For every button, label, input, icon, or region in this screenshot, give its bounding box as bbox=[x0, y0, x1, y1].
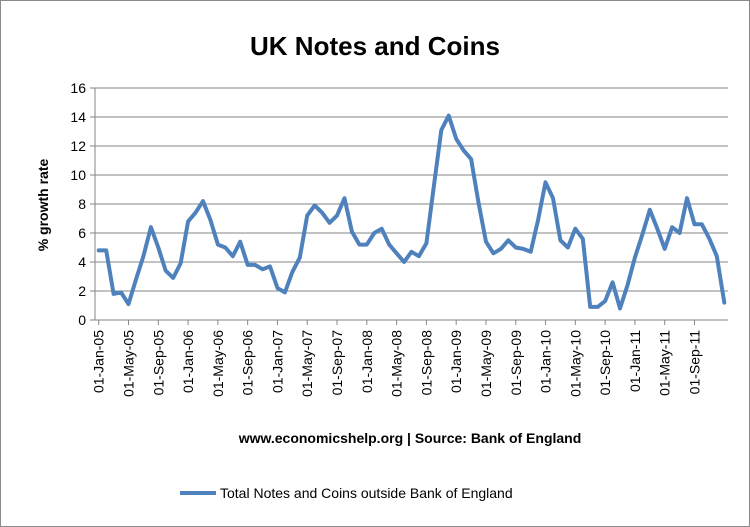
x-tick-label: 01-Jan-07 bbox=[269, 330, 285, 393]
legend: Total Notes and Coins outside Bank of En… bbox=[180, 485, 513, 501]
y-axis-label: % growth rate bbox=[35, 159, 51, 252]
x-tick-label: 01-Jan-11 bbox=[627, 330, 643, 392]
y-tick-label: 2 bbox=[78, 283, 86, 299]
y-tick-labels: 0 2 4 6 8 10 12 14 16 bbox=[70, 80, 86, 328]
gridlines bbox=[95, 87, 728, 292]
x-tick-label: 01-Sep-06 bbox=[240, 330, 256, 396]
y-tick-label: 16 bbox=[70, 80, 86, 96]
x-tick-label: 01-Sep-07 bbox=[329, 330, 345, 396]
y-tick-label: 10 bbox=[70, 167, 86, 183]
x-tick-label: 01-Sep-05 bbox=[150, 330, 166, 396]
y-tick-label: 6 bbox=[78, 225, 86, 241]
x-tick-label: 01-Sep-11 bbox=[686, 330, 702, 395]
series-line bbox=[96, 113, 727, 311]
chart-title: UK Notes and Coins bbox=[250, 31, 500, 61]
y-tick-label: 4 bbox=[78, 254, 86, 270]
x-tick-label: 01-May-11 bbox=[657, 330, 673, 396]
x-tick-label: 01-May-10 bbox=[567, 330, 583, 397]
x-tick-label: 01-Sep-09 bbox=[508, 330, 524, 396]
x-axis-label: www.economicshelp.org | Source: Bank of … bbox=[238, 430, 582, 446]
y-tick-label: 12 bbox=[70, 138, 86, 154]
x-tick-label: 01-May-09 bbox=[478, 330, 494, 397]
y-tick-label: 14 bbox=[70, 109, 86, 125]
x-tick-label: 01-Jan-10 bbox=[538, 330, 554, 393]
x-tick-label: 01-Jan-08 bbox=[359, 330, 375, 393]
x-tick-label: 01-Sep-10 bbox=[597, 330, 613, 396]
series-lines bbox=[96, 113, 727, 311]
y-tick-label: 0 bbox=[78, 312, 86, 328]
x-tick-label: 01-Jan-09 bbox=[448, 330, 464, 393]
x-tick-label: 01-May-06 bbox=[210, 330, 226, 397]
axes bbox=[90, 87, 728, 325]
x-tick-label: 01-Sep-08 bbox=[418, 330, 434, 396]
x-tick-label: 01-May-05 bbox=[121, 330, 137, 397]
x-tick-labels: 01-Jan-05 01-May-05 01-Sep-05 01-Jan-06 01-M… bbox=[91, 330, 703, 397]
x-tick-label: 01-Jan-06 bbox=[180, 330, 196, 393]
legend-label: Total Notes and Coins outside Bank of En… bbox=[220, 485, 513, 501]
x-tick-label: 01-Jan-05 bbox=[91, 330, 107, 393]
x-tick-label: 01-May-07 bbox=[299, 330, 315, 397]
x-tick-label: 01-May-08 bbox=[389, 330, 405, 397]
y-tick-label: 8 bbox=[78, 196, 86, 212]
